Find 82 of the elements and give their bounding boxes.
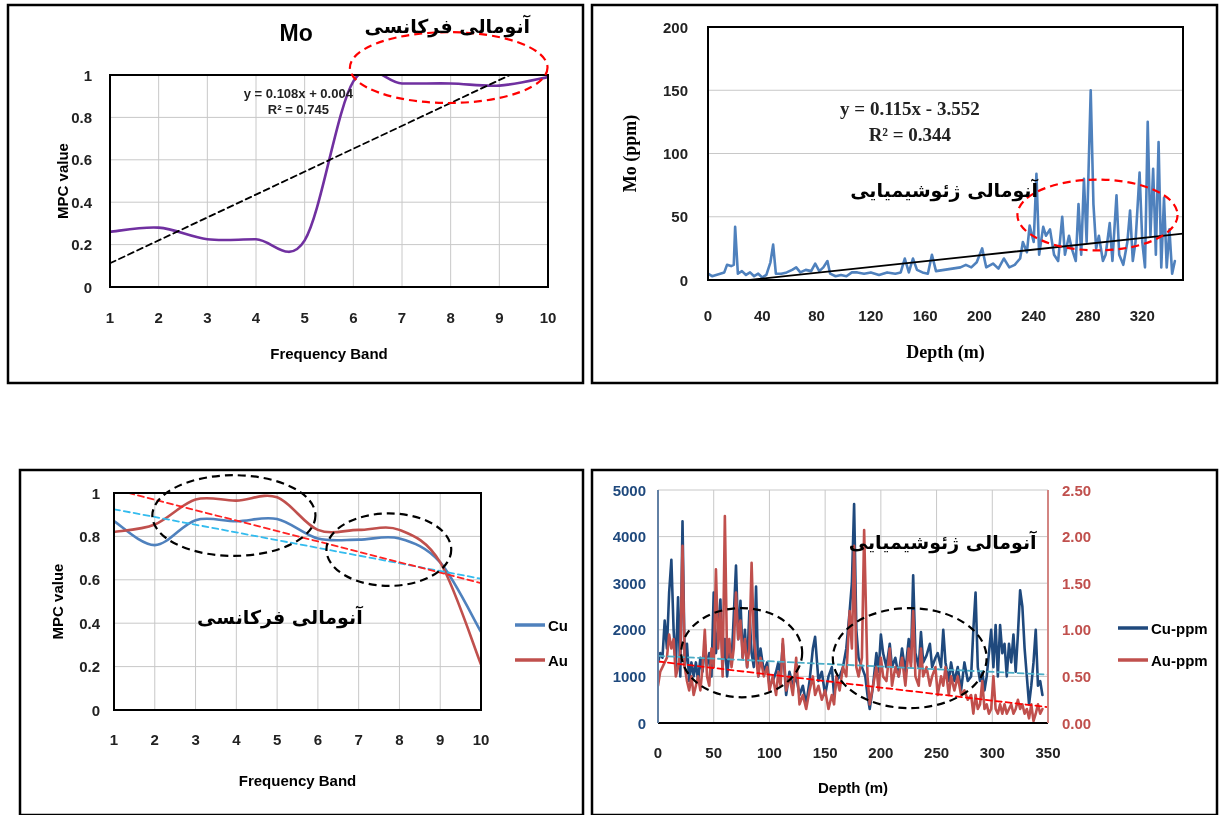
x-tick-label: 8 <box>446 309 455 326</box>
x-tick-label: 9 <box>436 731 445 748</box>
legend-label: Cu <box>548 616 568 634</box>
x-tick-label: 1 <box>105 309 115 326</box>
x-axis-title: Depth (m) <box>818 778 888 796</box>
legend-label: Au-ppm <box>1151 651 1208 669</box>
y-tick-label: 0.6 <box>71 151 92 169</box>
y-tick-label: 0 <box>83 278 92 296</box>
y-tick-label: 0.8 <box>71 108 92 126</box>
x-tick-label: 160 <box>912 307 938 324</box>
y-tick-label: 150 <box>662 81 688 99</box>
y-tick-label: 0 <box>637 714 646 732</box>
y-tick-label: 1000 <box>612 667 646 685</box>
y-tick-label: 0 <box>679 271 688 289</box>
x-tick-label: 2 <box>154 309 163 326</box>
x-tick-label: 7 <box>397 309 407 326</box>
x-tick-label: 320 <box>1129 307 1155 324</box>
x-tick-label: 6 <box>313 731 323 748</box>
x-tick-label: 120 <box>858 307 884 324</box>
y-tick-label: 1 <box>83 66 92 84</box>
y2-tick-label: 1.50 <box>1062 574 1092 592</box>
y-tick-label: 0.2 <box>71 236 92 254</box>
y2-tick-label: 0.50 <box>1062 667 1092 685</box>
y-axis-title: MPC value <box>48 563 66 640</box>
text: آنومالی فرکانسی <box>364 14 531 39</box>
x-tick-label: 10 <box>472 731 490 748</box>
x-tick-label: 150 <box>812 744 838 761</box>
y2-tick-label: 0.00 <box>1062 714 1092 732</box>
y-axis-title: Mo (ppm) <box>620 114 641 193</box>
x-tick-label: 50 <box>705 744 723 761</box>
x-tick-label: 7 <box>354 731 363 748</box>
chart-title: Mo <box>279 19 313 46</box>
y2-tick-label: 2.00 <box>1062 528 1092 546</box>
x-tick-label: 4 <box>232 731 242 748</box>
x-tick-label: 350 <box>1035 744 1061 761</box>
x-tick-label: 3 <box>191 731 200 748</box>
x-tick-label: 240 <box>1021 307 1047 324</box>
x-tick-label: 10 <box>539 309 557 326</box>
y-tick-label: 4000 <box>612 528 646 546</box>
x-tick-label: 0 <box>703 307 713 324</box>
x-tick-label: 9 <box>495 309 504 326</box>
legend-label: Cu-ppm <box>1151 619 1208 637</box>
y-tick-label: 5000 <box>612 481 646 499</box>
y-tick-label: 0.2 <box>79 658 100 676</box>
y-tick-label: 0.4 <box>71 193 93 211</box>
x-tick-label: 2 <box>150 731 159 748</box>
y-tick-label: 50 <box>671 208 688 226</box>
annotation: y = 0.115x - 3.552 <box>840 98 980 120</box>
x-tick-label: 5 <box>300 309 309 326</box>
y-tick-label: 3000 <box>612 574 646 592</box>
y-axis-title: MPC value <box>53 143 71 219</box>
y-tick-label: 200 <box>662 18 688 36</box>
annotation: R² = 0.344 <box>868 123 952 145</box>
y-tick-label: 1 <box>91 484 100 502</box>
x-tick-label: 5 <box>272 731 282 748</box>
x-tick-label: 6 <box>349 309 358 326</box>
x-tick-label: 1 <box>109 731 119 748</box>
x-tick-label: 100 <box>756 744 782 761</box>
x-axis-title: Frequency Band <box>238 771 357 789</box>
x-tick-label: 3 <box>203 309 212 326</box>
x-tick-label: 200 <box>966 307 992 324</box>
y-tick-label: 0.6 <box>79 571 100 589</box>
y-tick-label: 0.8 <box>79 527 100 545</box>
y-tick-label: 2000 <box>612 621 646 639</box>
x-axis-title: Depth (m) <box>906 342 985 363</box>
x-tick-label: 250 <box>924 744 950 761</box>
x-tick-label: 8 <box>395 731 404 748</box>
x-tick-label: 300 <box>979 744 1005 761</box>
y2-tick-label: 2.50 <box>1062 481 1092 499</box>
x-tick-label: 4 <box>251 309 261 326</box>
y-tick-label: 0.4 <box>79 614 101 632</box>
y-tick-label: 0 <box>91 701 100 719</box>
y-tick-label: 100 <box>662 145 688 162</box>
annotation: R² = 0.745 <box>267 102 329 118</box>
legend-label: Au <box>548 651 568 669</box>
annotation: آنومالی فرکانسی <box>197 604 364 629</box>
x-tick-label: 280 <box>1075 307 1101 324</box>
x-tick-label: 80 <box>808 307 825 324</box>
x-axis-title: Frequency Band <box>270 344 388 362</box>
y2-tick-label: 1.00 <box>1062 621 1092 639</box>
x-tick-label: 200 <box>868 744 894 761</box>
x-tick-label: 40 <box>753 307 771 324</box>
